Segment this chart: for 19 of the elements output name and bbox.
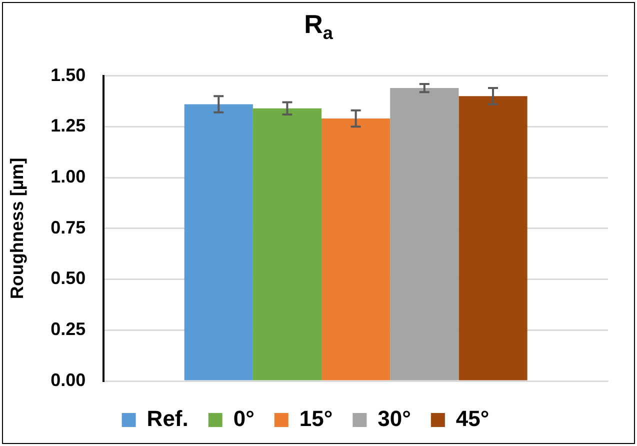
chart-title: R$_{a}$ (303, 9, 334, 44)
legend-label: 30° (378, 406, 411, 432)
y-axis-title: Roughness [µm] (6, 158, 27, 300)
bar (184, 104, 253, 380)
y-tick-label: 0.50 (50, 268, 86, 288)
y-tick-label: 0.25 (50, 319, 86, 340)
bar (390, 88, 459, 380)
legend-label: 0° (233, 406, 254, 432)
legend-label: 45° (456, 406, 490, 432)
y-tick-label: 1.00 (50, 166, 86, 186)
y-tick-label: 1.50 (50, 64, 86, 85)
bar (322, 118, 390, 380)
y-tick-label: 1.25 (50, 116, 86, 136)
y-tick-label: 0.75 (50, 217, 86, 238)
legend-label: 15° (299, 406, 333, 432)
legend-label: Ref. (146, 406, 188, 432)
bar (458, 96, 528, 380)
bar (252, 108, 322, 380)
y-tick-label: 0.00 (50, 370, 86, 390)
